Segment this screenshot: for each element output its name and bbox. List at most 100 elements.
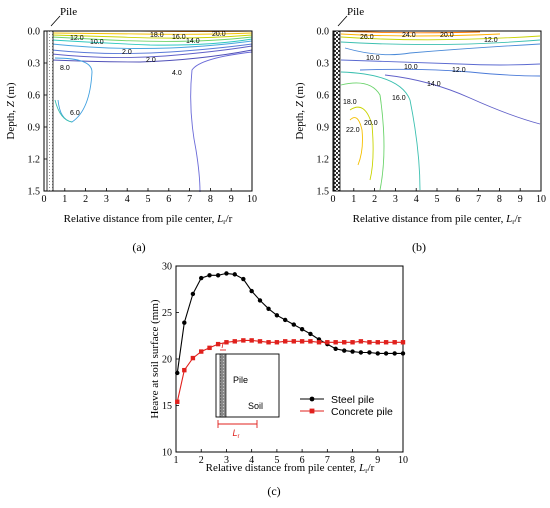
data-point-steel [342,348,347,353]
contour-label: 16.0 [172,34,186,41]
pile-label: Pile [347,6,364,18]
data-point-concrete [325,340,330,345]
contour-a-8-lobe [54,57,93,123]
panel-c-series [175,271,406,404]
contour-b-16 [340,71,421,191]
data-point-concrete [274,340,280,345]
x-tick-label: 5 [274,455,279,466]
panel-b-contour-labels: 26.0 24.0 20.0 12.0 10.0 10.0 12.0 14.0 … [343,32,498,134]
x-tick-label: 0 [331,194,336,205]
data-point-steel [358,350,364,355]
data-point-concrete [367,340,372,345]
x-tick-label: 8 [350,455,355,466]
y-tick-label: 30 [162,262,172,273]
data-point-concrete [375,340,380,345]
data-point-steel [274,313,280,318]
data-point-steel [199,275,204,281]
x-tick-label: 10 [536,194,546,205]
x-tick-label: 7 [476,194,481,205]
inset-soil-label: Soil [248,401,263,411]
panel-b-pile [333,30,341,192]
panel-b-xlabel: Relative distance from pile center, Lr/r [353,213,522,226]
data-point-steel [241,276,246,282]
data-point-steel [232,272,237,277]
contour-a-4 [190,51,253,193]
contour-b-12b [359,68,541,77]
data-point-concrete [241,338,246,343]
data-point-steel [375,351,380,356]
x-tick-label: 9 [229,194,234,205]
panel-b-pile-annotation: Pile [337,6,364,27]
x-tick-label: 6 [455,194,460,205]
panel-a-ticks: 0 1 2 3 4 5 6 7 8 9 10 0.0 0.3 0.6 0.9 1.2 1.5 [28,27,258,206]
data-point-concrete [266,340,271,345]
panel-b-caption: (b) [412,240,426,254]
x-tick-label: 3 [393,194,398,205]
y-tick-label: 0.3 [317,59,330,70]
panel-a-contour-labels: 20.0 18.0 16.0 14.0 12.0 10.0 2.0 2.0 4.… [60,31,226,117]
contour-label: 14.0 [186,38,200,45]
y-tick-label: 0.3 [28,59,41,70]
contour-label: 12.0 [70,35,84,42]
contour-label: 12.0 [452,67,466,74]
panel-a-contours [51,30,253,193]
data-point-concrete [249,338,254,343]
data-point-steel [383,351,389,356]
contour-label: 20.0 [364,120,378,127]
y-tick-label: 0.9 [28,123,41,134]
y-tick-label: 0.0 [317,27,330,38]
x-tick-label: 5 [435,194,440,205]
y-tick-label: 1.2 [28,155,41,166]
contour-a-12 [51,38,253,46]
y-tick-label: 1.2 [317,155,330,166]
contour-a-6-lobe [54,99,73,123]
contour-b-12 [340,39,541,46]
panel-c: 1 2 3 4 5 6 7 8 9 10 10 15 20 25 30 Relative distance … [149,262,408,499]
contour-label: 10.0 [404,64,418,71]
data-point-concrete [224,340,229,345]
data-point-concrete [299,339,305,344]
legend-label-steel: Steel pile [331,394,374,406]
x-tick-label: 6 [166,194,171,205]
data-point-concrete [283,339,288,344]
inset-pile-label: Pile [233,375,248,385]
data-point-steel [367,350,372,355]
legend-marker-steel [309,396,315,402]
x-tick-label: 3 [104,194,109,205]
data-point-steel [207,273,212,278]
x-tick-label: 7 [325,455,330,466]
data-point-steel [249,288,254,294]
data-point-concrete [257,339,263,344]
data-point-concrete [383,340,389,345]
panel-a-caption: (a) [132,240,145,254]
data-point-steel [291,322,296,327]
contour-a-10 [51,40,253,49]
panel-b-contours [340,30,541,191]
x-tick-label: 4 [414,194,419,205]
data-point-concrete [175,399,180,404]
contour-a-18 [51,32,253,35]
contour-a-14 [51,36,253,42]
y-tick-label: 10 [162,448,172,459]
data-point-concrete [316,340,322,345]
contour-label: 10.0 [90,39,104,46]
panel-c-ylabel: Heave at soil surface (mm) [149,299,161,418]
panel-c-frame [175,265,404,453]
data-point-steel [283,317,288,323]
data-point-concrete [333,340,338,345]
x-tick-label: 1 [62,194,67,205]
panel-c-ticks: 1 2 3 4 5 6 7 8 9 10 10 15 20 25 30 [162,262,408,467]
contour-b-22 [349,117,363,166]
contour-label: 8.0 [60,65,70,72]
data-point-concrete [199,349,204,354]
data-point-concrete [182,367,187,373]
contour-a-2a [51,45,253,59]
data-point-steel [308,331,313,337]
x-tick-label: 4 [125,194,130,205]
contour-b-20 [340,35,541,41]
x-tick-label: 9 [518,194,523,205]
data-point-steel [400,351,406,356]
pile-label: Pile [60,6,77,18]
inset-frame [215,353,280,418]
y-tick-label: 20 [162,355,172,366]
